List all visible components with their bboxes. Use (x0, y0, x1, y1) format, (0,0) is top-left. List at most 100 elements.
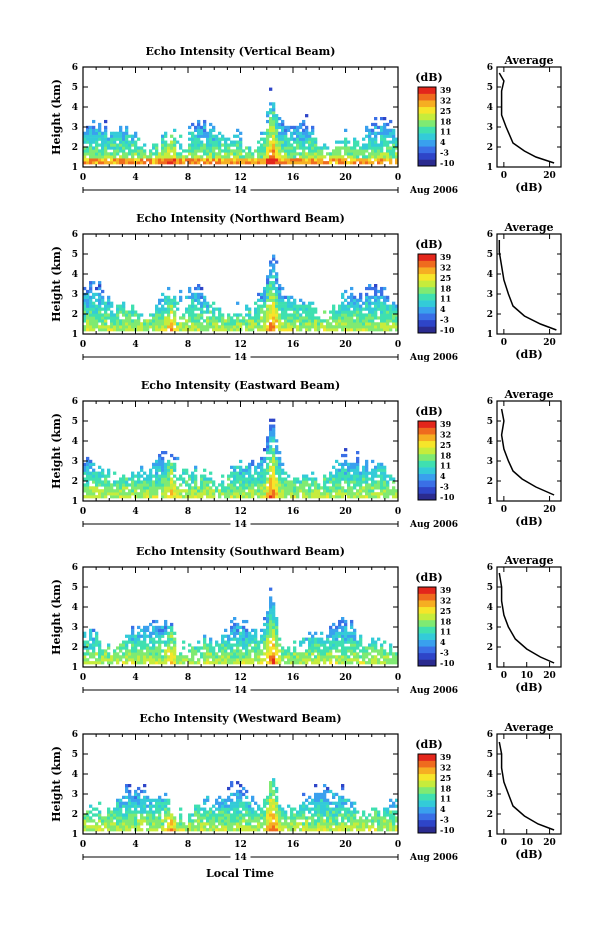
heatmap-cell (350, 149, 354, 153)
heatmap-cell (215, 143, 219, 147)
heatmap-cell (173, 480, 177, 484)
heatmap-cell (86, 140, 90, 144)
heatmap-cell (95, 158, 99, 162)
heatmap-cell (119, 328, 123, 332)
heatmap-cell (281, 313, 285, 317)
heatmap-cell (233, 655, 237, 659)
heatmap-cell (374, 298, 378, 302)
heatmap-cell (140, 807, 144, 811)
heatmap-cell (188, 649, 192, 653)
heatmap-cell (86, 816, 90, 820)
heatmap-cell (272, 798, 276, 802)
heatmap-cell (269, 119, 273, 124)
heatmap-cell (188, 492, 192, 496)
colorbar-unit-label: (dB) (415, 71, 442, 84)
heatmap-cell (323, 310, 327, 314)
heatmap-cell (164, 143, 168, 147)
heatmap-cell (92, 468, 96, 472)
heatmap-cell (371, 658, 375, 662)
heatmap-cell (230, 637, 234, 641)
heatmap-cell (125, 152, 129, 156)
heatmap-cell (266, 445, 270, 449)
heatmap-cell (278, 810, 282, 814)
heatmap-cell (83, 319, 87, 323)
heatmap-cell (179, 483, 183, 487)
heatmap-cell (353, 634, 357, 638)
heatmap-cell (341, 155, 345, 159)
heatmap-cell (152, 322, 156, 326)
heatmap-cell (245, 646, 249, 650)
heatmap-cell (155, 465, 159, 469)
colorbar-swatch (418, 326, 436, 334)
heatmap-cell (161, 143, 165, 147)
heatmap-cell (275, 468, 279, 472)
heatmap-cell (110, 137, 114, 141)
heatmap-cell (308, 325, 312, 329)
heatmap-cell (335, 322, 339, 326)
heatmap-cell (329, 643, 333, 647)
heatmap-cell (374, 310, 378, 314)
heatmap-cell (305, 328, 309, 332)
heatmap-cell (272, 152, 276, 156)
heatmap-cell (239, 649, 243, 653)
heatmap-cell (197, 146, 201, 150)
heatmap-cell (314, 486, 318, 490)
heatmap-cell (173, 495, 177, 499)
heatmap-cell (218, 158, 222, 162)
heatmap-cell (224, 804, 228, 808)
heatmap-cell (125, 155, 129, 159)
heatmap-cell (149, 661, 153, 665)
heatmap-cell (248, 822, 252, 826)
heatmap-cell (275, 316, 279, 320)
heatmap-cell (272, 310, 276, 314)
heatmap-cell (281, 322, 285, 326)
heatmap-cell (89, 301, 93, 305)
heatmap-cell (383, 655, 387, 659)
heatmap-cell (239, 631, 243, 635)
heatmap-cell (158, 459, 162, 464)
heatmap-cell (293, 161, 297, 165)
heatmap-cell (116, 304, 120, 308)
heatmap-cell (260, 816, 264, 820)
heatmap-cell (98, 143, 102, 147)
heatmap-cell (236, 804, 240, 808)
heatmap-cell (89, 643, 93, 647)
heatmap-cell (251, 661, 255, 665)
heatmap-cell (245, 655, 249, 659)
heatmap-cell (104, 140, 108, 144)
heatmap-cell (230, 784, 234, 788)
heatmap-cell (143, 322, 147, 326)
heatmap-cell (203, 304, 207, 308)
heatmap-cell (266, 495, 270, 499)
heatmap-cell (317, 325, 321, 329)
heatmap-cell (275, 117, 279, 121)
heatmap-cell (326, 146, 330, 150)
heatmap-cell (275, 114, 279, 118)
heatmap-cell (272, 602, 276, 606)
heatmap-cell (89, 459, 93, 464)
heatmap-cell (293, 477, 297, 481)
heatmap-cell (335, 310, 339, 314)
heatmap-cell (95, 310, 99, 314)
heatmap-cell (392, 131, 396, 135)
heatmap-cell (164, 495, 168, 499)
heatmap-cell (107, 486, 111, 490)
heatmap-cell (353, 152, 357, 156)
heatmap-cell (395, 152, 399, 156)
heatmap-cell (155, 319, 159, 323)
heatmap-cell (260, 807, 264, 811)
heatmap-cell (98, 325, 102, 329)
heatmap-cell (347, 161, 351, 165)
heatmap-cell (281, 301, 285, 305)
heatmap-cell (128, 310, 132, 314)
heatmap-cell (209, 146, 213, 150)
heatmap-cell (104, 655, 108, 659)
heatmap-cell (221, 489, 225, 493)
heatmap-cell (188, 319, 192, 323)
heatmap-cell (125, 328, 129, 332)
colorbar-swatch (418, 493, 436, 501)
profile-y-tick-label: 6 (487, 63, 493, 73)
heatmap-cell (368, 646, 372, 650)
heatmap-cell (92, 328, 96, 332)
heatmap-cell (167, 474, 171, 478)
